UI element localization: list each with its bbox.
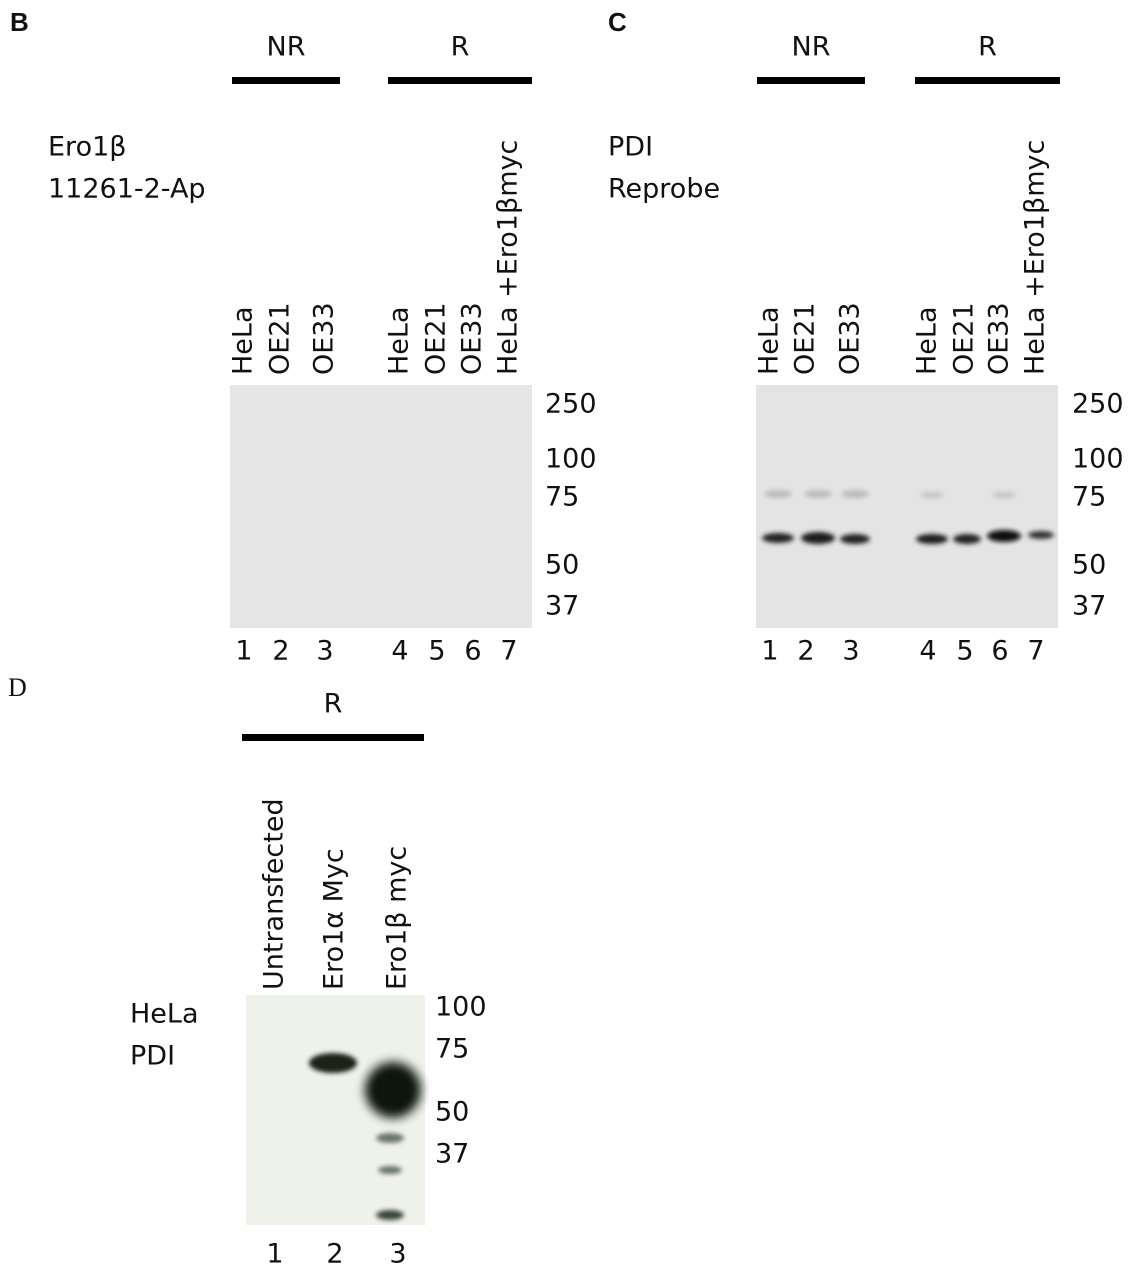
marker-label: 100 — [1072, 444, 1124, 475]
lane-number: 3 — [842, 636, 859, 667]
probe-label: PDI — [130, 1041, 175, 1072]
lane-label: HeLa +Ero1βmyc — [1020, 140, 1051, 375]
probe-label: PDI — [608, 132, 653, 163]
group-bar — [232, 77, 340, 84]
marker-label: 250 — [545, 389, 597, 420]
lane-label: HeLa — [754, 306, 785, 375]
figure: BEro1β11261-2-ApNRRHeLaOE21OE33HeLaOE21O… — [0, 0, 1138, 1271]
blot-b — [230, 385, 532, 628]
group-label: R — [324, 689, 343, 720]
lane-label: Untransfected — [259, 798, 290, 990]
lane-number: 3 — [389, 1239, 406, 1270]
lane-label: HeLa +Ero1βmyc — [493, 140, 524, 375]
group-bar — [915, 77, 1060, 84]
lane-number: 5 — [956, 636, 973, 667]
group-label: NR — [792, 32, 831, 63]
lane-label: OE33 — [309, 302, 340, 375]
group-bar — [388, 77, 532, 84]
lane-label: HeLa — [228, 306, 259, 375]
panel-letter: C — [608, 7, 627, 37]
lane-number: 2 — [272, 636, 289, 667]
group-label: R — [451, 32, 470, 63]
lane-label: Ero1β myc — [382, 846, 413, 990]
lane-label: HeLa — [384, 306, 415, 375]
group-bar — [242, 734, 424, 741]
blot-c — [756, 385, 1058, 628]
lane-number: 1 — [266, 1239, 283, 1270]
lane-label: Ero1α Myc — [319, 848, 350, 990]
group-bar — [757, 77, 865, 84]
lane-number: 5 — [428, 636, 445, 667]
lane-number: 6 — [991, 636, 1008, 667]
panel-letter: B — [10, 7, 29, 37]
marker-label: 50 — [545, 550, 579, 581]
lane-label: OE21 — [421, 302, 452, 375]
marker-label: 50 — [1072, 550, 1106, 581]
lane-number: 6 — [464, 636, 481, 667]
lane-label: OE33 — [984, 302, 1015, 375]
group-label: NR — [267, 32, 306, 63]
lane-number: 4 — [919, 636, 936, 667]
lane-label: OE21 — [790, 302, 821, 375]
panel-letter: D — [8, 673, 27, 702]
probe-label: HeLa — [130, 999, 199, 1030]
lane-number: 4 — [391, 636, 408, 667]
marker-label: 250 — [1072, 389, 1124, 420]
lane-number: 3 — [316, 636, 333, 667]
marker-label: 100 — [435, 992, 487, 1023]
marker-label: 50 — [435, 1097, 469, 1128]
lane-label: HeLa — [912, 306, 943, 375]
lane-number: 7 — [1027, 636, 1044, 667]
lane-number: 7 — [500, 636, 517, 667]
lane-number: 1 — [761, 636, 778, 667]
probe-label: Reprobe — [608, 174, 720, 205]
lane-label: OE21 — [265, 302, 296, 375]
marker-label: 75 — [1072, 482, 1106, 513]
marker-label: 37 — [545, 591, 579, 622]
lane-label: OE33 — [457, 302, 488, 375]
lane-number: 2 — [797, 636, 814, 667]
group-label: R — [978, 32, 997, 63]
marker-label: 100 — [545, 444, 597, 475]
lane-number: 1 — [235, 636, 252, 667]
marker-label: 75 — [435, 1034, 469, 1065]
marker-label: 37 — [1072, 591, 1106, 622]
lane-number: 2 — [326, 1239, 343, 1270]
lane-label: OE33 — [835, 302, 866, 375]
marker-label: 75 — [545, 482, 579, 513]
probe-label: 11261-2-Ap — [48, 174, 206, 205]
lane-label: OE21 — [949, 302, 980, 375]
marker-label: 37 — [435, 1139, 469, 1170]
probe-label: Ero1β — [48, 132, 127, 163]
